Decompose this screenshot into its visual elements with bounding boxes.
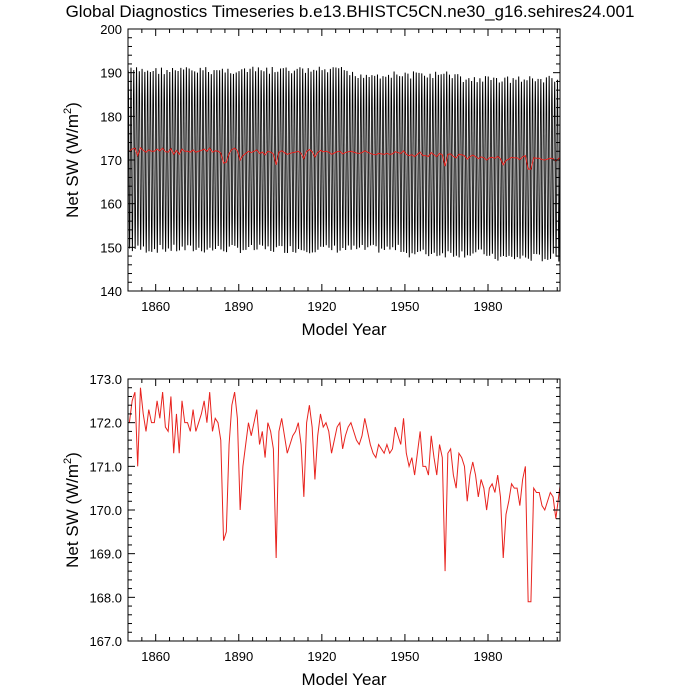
y-axis-label-tail: )	[63, 102, 82, 108]
y-axis-label: Net SW (W/m2)	[62, 102, 82, 218]
x-tick-label: 1890	[224, 649, 253, 664]
y-tick-label: 167.0	[89, 634, 122, 649]
x-axis-label: Model Year	[301, 670, 386, 689]
x-tick-label: 1920	[307, 649, 336, 664]
y-tick-label: 180	[100, 109, 122, 124]
x-tick-label: 1950	[390, 299, 419, 314]
chart-panel-2: 167.0 168.0 169.0 170.0 171.0 172.0 173.0 1860 1…	[62, 372, 561, 689]
y-tick-label: 173.0	[89, 372, 122, 387]
y-tick-label: 200	[100, 22, 122, 37]
y-tick-label: 160	[100, 197, 122, 212]
y-axis-label-main: Net SW (W/m	[63, 464, 82, 568]
series-line-annual	[129, 146, 560, 170]
x-tick-label: 1980	[474, 649, 503, 664]
x-tick-label: 1860	[141, 649, 170, 664]
series-line-annual	[128, 387, 560, 603]
y-tick-label: 169.0	[89, 547, 122, 562]
y-axis-label: Net SW (W/m2)	[62, 452, 82, 568]
x-axis-label: Model Year	[301, 320, 386, 339]
y-tick-label: 168.0	[89, 590, 122, 605]
x-tick-label: 1890	[224, 299, 253, 314]
y-tick-label: 170	[100, 153, 122, 168]
y-tick-label: 150	[100, 240, 122, 255]
y-axis-label-superscript: 2	[62, 108, 74, 114]
chart-panel-1: 140 150 160 170 180 190 200 1860 1890 1920 1950 198…	[62, 22, 561, 339]
y-axis-label-tail: )	[63, 452, 82, 458]
x-tick-label: 1950	[390, 649, 419, 664]
y-tick-label: 172.0	[89, 416, 122, 431]
chart-title: Global Diagnostics Timeseries b.e13.BHIS…	[65, 2, 635, 21]
plot-frame	[127, 378, 561, 642]
x-tick-label: 1920	[307, 299, 336, 314]
series-line-monthly	[128, 66, 560, 262]
x-tick-label: 1860	[141, 299, 170, 314]
y-tick-label: 190	[100, 66, 122, 81]
y-tick-label: 140	[100, 284, 122, 299]
x-tick-label: 1980	[474, 299, 503, 314]
y-axis-label-superscript: 2	[62, 458, 74, 464]
y-axis-label-main: Net SW (W/m	[63, 114, 82, 218]
y-tick-label: 170.0	[89, 503, 122, 518]
y-tick-label: 171.0	[89, 459, 122, 474]
